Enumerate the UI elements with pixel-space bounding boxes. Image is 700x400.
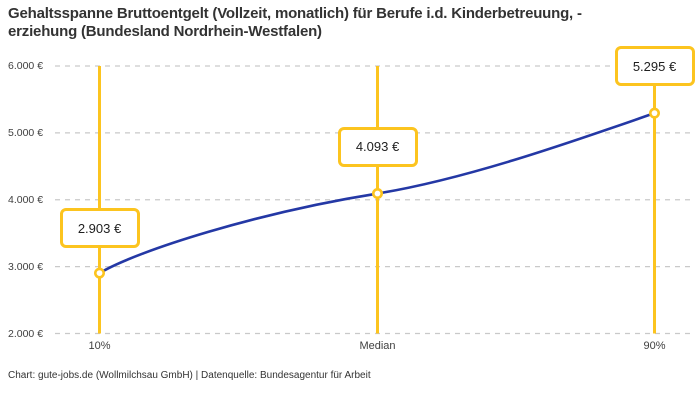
value-annotation-label: 2.903 € <box>77 220 122 236</box>
data-point-marker <box>371 188 383 200</box>
value-annotation-box-90pct: 5.295 € <box>614 46 695 86</box>
value-annotation-box-10pct: 2.903 € <box>59 208 140 248</box>
x-axis-tick-label: Median <box>359 340 396 352</box>
attribution-text: Chart: gute-jobs.de (Wollmilchsau GmbH) … <box>8 370 371 381</box>
chart-title-line-2: erziehung (Bundesland Nordrhein-Westfale… <box>8 22 322 40</box>
y-axis-tick-label: 3.000 € <box>8 260 44 273</box>
x-axis-tick-label: 90% <box>643 340 666 352</box>
chart-title: Gehaltsspanne Bruttoentgelt (Vollzeit, m… <box>8 5 582 40</box>
chart-title-line-1: Gehaltsspanne Bruttoentgelt (Vollzeit, m… <box>8 5 582 22</box>
y-axis-tick-label: 2.000 € <box>8 327 44 340</box>
data-point-marker <box>648 107 660 119</box>
value-annotation-box-median: 4.093 € <box>337 126 418 167</box>
data-point-marker <box>94 267 106 279</box>
x-axis-tick-label: 10% <box>88 340 111 352</box>
y-axis-tick-label: 4.000 € <box>8 193 44 206</box>
y-axis-tick-label: 5.000 € <box>8 126 44 139</box>
value-annotation-label: 4.093 € <box>355 139 400 154</box>
y-axis-tick-label: 6.000 € <box>8 60 44 72</box>
value-annotation-label: 5.295 € <box>632 58 677 74</box>
